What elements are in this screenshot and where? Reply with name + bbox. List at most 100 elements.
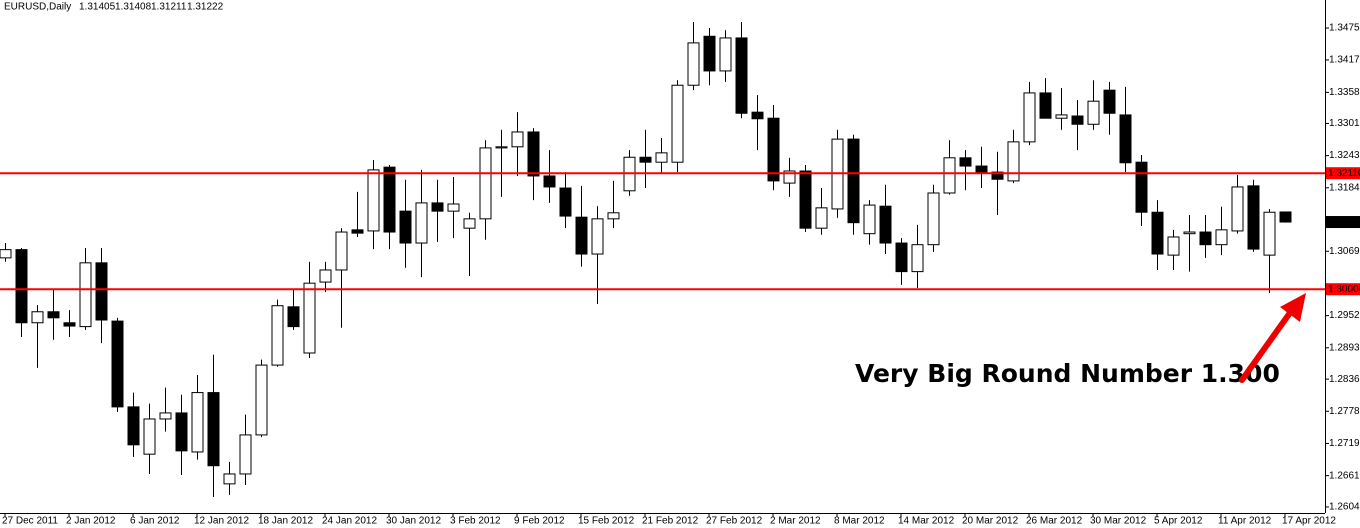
candle-body bbox=[575, 216, 588, 255]
x-tick-label: 27 Dec 2011 bbox=[2, 516, 58, 527]
candle bbox=[751, 95, 764, 151]
y-tick-label: 1.26610 bbox=[1329, 470, 1360, 481]
candle-body bbox=[95, 262, 108, 321]
candle-body bbox=[431, 202, 444, 212]
candle bbox=[1087, 80, 1100, 130]
annotation: Very Big Round Number 1.300 bbox=[855, 359, 1280, 388]
candle bbox=[543, 150, 556, 203]
candle-body bbox=[351, 229, 364, 234]
candle bbox=[1199, 214, 1212, 258]
candle bbox=[159, 387, 172, 432]
close-value: 1.31222 bbox=[187, 2, 224, 13]
x-tick-label: 12 Jan 2012 bbox=[194, 516, 249, 527]
x-tick-label: 5 Apr 2012 bbox=[1154, 516, 1203, 527]
candle bbox=[1263, 208, 1276, 294]
candle-body bbox=[1087, 100, 1100, 125]
candle-body bbox=[799, 170, 812, 229]
x-tick-label: 26 Mar 2012 bbox=[1026, 516, 1083, 527]
candle bbox=[47, 289, 60, 340]
x-tick-label: 30 Mar 2012 bbox=[1090, 516, 1147, 527]
y-tick-label: 1.27195 bbox=[1329, 438, 1360, 449]
candle bbox=[463, 212, 476, 277]
candle-body bbox=[399, 210, 412, 244]
candle-body bbox=[1119, 114, 1132, 164]
open-value: 1.31405 bbox=[79, 2, 116, 13]
candle-body bbox=[79, 262, 92, 328]
header: EURUSD,Daily 1.31405 1.31408 1.31211 1.3… bbox=[4, 2, 224, 13]
candle-body bbox=[1055, 114, 1068, 119]
candle bbox=[879, 184, 892, 255]
candle-body bbox=[815, 207, 828, 229]
candle bbox=[1183, 214, 1196, 272]
y-tick-label: 1.33015 bbox=[1329, 118, 1360, 129]
candle-body bbox=[1135, 161, 1148, 213]
candle bbox=[607, 180, 620, 229]
candle-body bbox=[223, 473, 236, 485]
candle bbox=[1247, 179, 1260, 252]
x-tick-label: 21 Feb 2012 bbox=[642, 516, 699, 527]
candle bbox=[63, 310, 76, 338]
candle-body bbox=[591, 218, 604, 255]
candle bbox=[927, 184, 940, 252]
candle-body bbox=[239, 434, 252, 475]
candle bbox=[559, 172, 572, 229]
candle-body bbox=[671, 84, 684, 163]
x-tick-label: 9 Feb 2012 bbox=[514, 516, 565, 527]
candle bbox=[143, 403, 156, 474]
candle bbox=[127, 392, 140, 457]
candle-body bbox=[719, 37, 732, 72]
candle bbox=[783, 157, 796, 197]
candle bbox=[0, 243, 12, 262]
candle-body bbox=[703, 35, 716, 72]
candle bbox=[1167, 229, 1180, 270]
y-tick-label: 1.34170 bbox=[1329, 55, 1360, 66]
candle-body bbox=[0, 249, 12, 259]
candle bbox=[15, 247, 28, 338]
candle-body bbox=[911, 244, 924, 273]
candle-body bbox=[143, 418, 156, 455]
candle bbox=[319, 261, 332, 292]
candle bbox=[95, 247, 108, 344]
candle-body bbox=[1247, 185, 1260, 250]
candle bbox=[863, 200, 876, 245]
candle-body bbox=[927, 192, 940, 246]
candle-body bbox=[1071, 115, 1084, 125]
x-tick-label: 30 Jan 2012 bbox=[386, 516, 441, 527]
x-tick-label: 24 Jan 2012 bbox=[322, 516, 377, 527]
candle-body bbox=[447, 203, 460, 212]
candle bbox=[703, 28, 716, 86]
candle bbox=[175, 394, 188, 476]
candle bbox=[975, 146, 988, 189]
candle-body bbox=[1199, 231, 1212, 246]
x-tick-label: 27 Feb 2012 bbox=[706, 516, 763, 527]
candle bbox=[511, 112, 524, 176]
candle-body bbox=[751, 111, 764, 120]
candle bbox=[671, 80, 684, 173]
candle bbox=[575, 185, 588, 267]
level-label: 1.30000 bbox=[1328, 284, 1360, 295]
y-tick-label: 1.33580 bbox=[1329, 87, 1360, 98]
y-tick-label: 1.28935 bbox=[1329, 342, 1360, 353]
candle-body bbox=[287, 306, 300, 328]
x-tick-label: 20 Mar 2012 bbox=[962, 516, 1019, 527]
level-label: 1.32110 bbox=[1328, 168, 1360, 179]
candle bbox=[1135, 155, 1148, 226]
candle-body bbox=[303, 282, 316, 354]
candle-body bbox=[191, 392, 204, 453]
candle-body bbox=[255, 364, 268, 436]
candle-body bbox=[783, 170, 796, 184]
candle bbox=[959, 150, 972, 191]
candle-body bbox=[159, 412, 172, 420]
candle-body bbox=[367, 169, 380, 232]
candle bbox=[687, 21, 700, 91]
candle bbox=[1119, 86, 1132, 173]
candle bbox=[415, 169, 428, 278]
y-tick-label: 1.26040 bbox=[1329, 502, 1360, 513]
candle-body bbox=[175, 412, 188, 452]
candle-body bbox=[1263, 211, 1276, 256]
candle bbox=[1071, 100, 1084, 151]
candle-body bbox=[1279, 211, 1292, 223]
candle-body bbox=[1103, 89, 1116, 114]
candle bbox=[191, 374, 204, 460]
